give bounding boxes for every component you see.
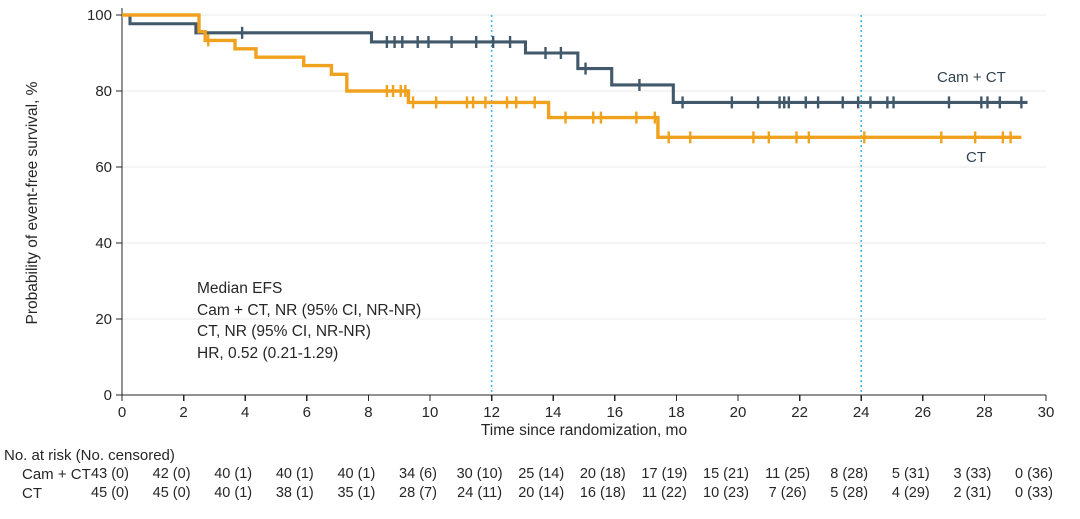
x-tick-label: 12 [483, 404, 500, 421]
reference-lines [490, 15, 863, 397]
risk-cell: 45 (0) [152, 485, 191, 501]
risk-table-header: No. at risk (No. censored) [4, 447, 175, 464]
x-tick-label: 10 [422, 404, 439, 421]
x-tick-label: 2 [179, 404, 187, 421]
x-tick-label: 8 [364, 404, 372, 421]
risk-cell: 35 (1) [337, 485, 376, 501]
x-tick-label: 24 [853, 404, 870, 421]
risk-cell: 25 (14) [518, 466, 565, 482]
series-cam-ct [122, 13, 1028, 109]
risk-cell: 17 (19) [641, 466, 688, 482]
risk-cell: 7 (26) [768, 485, 807, 501]
risk-cell: 15 (21) [703, 466, 749, 482]
risk-row-label-ct: CT [22, 485, 42, 502]
y-tick-label: 100 [87, 7, 112, 24]
x-tick-label: 0 [118, 404, 126, 421]
risk-cell: 43 (0) [91, 466, 129, 482]
risk-cell: 16 (18) [579, 485, 626, 501]
risk-cell: 34 (6) [399, 466, 437, 482]
x-tick-label: 26 [914, 404, 931, 421]
curve-label-cam-ct: Cam + CT [937, 69, 1006, 86]
risk-cell: 20 (18) [579, 466, 626, 482]
x-axis-title: Time since randomization, mo [480, 422, 688, 439]
risk-cell: 5 (28) [830, 485, 869, 501]
curve-label-ct: CT [966, 149, 986, 166]
risk-cell: 0 (36) [1015, 466, 1053, 482]
risk-cell: 0 (33) [1015, 485, 1053, 501]
risk-cell: 30 (10) [456, 466, 503, 482]
km-curve [122, 13, 1028, 104]
km-curve [122, 13, 1022, 140]
risk-cell: 40 (1) [337, 466, 376, 482]
risk-cell: 11 (22) [641, 485, 687, 501]
y-tick-label: 0 [104, 387, 112, 404]
risk-row-label-cam-ct: Cam + CT [22, 466, 91, 483]
annotation-line-ct: CT, NR (95% CI, NR-NR) [197, 323, 371, 340]
risk-cell: 2 (31) [953, 485, 992, 501]
x-tick-label: 28 [976, 404, 993, 421]
y-axis-title: Probability of event-free survival, % [24, 81, 41, 325]
risk-cell: 40 (1) [214, 485, 253, 501]
risk-cell: 4 (29) [891, 485, 930, 501]
x-tick-label: 14 [545, 404, 562, 421]
risk-cell: 45 (0) [91, 485, 129, 501]
x-tick-label: 20 [730, 404, 747, 421]
y-tick-label: 80 [95, 83, 112, 100]
y-tick-label: 20 [95, 311, 112, 328]
annotation-line-camct: Cam + CT, NR (95% CI, NR-NR) [197, 301, 422, 319]
risk-cell: 5 (31) [891, 466, 930, 482]
x-tick-label: 4 [241, 404, 249, 421]
x-tick-label: 16 [606, 404, 623, 421]
risk-cell: 40 (1) [214, 466, 253, 482]
gridlines [122, 14, 1046, 320]
annotation-line-hr: HR, 0.52 (0.21-1.29) [197, 344, 339, 362]
series-ct [122, 13, 1022, 144]
risk-cell: 38 (1) [275, 485, 314, 501]
x-tick-label: 22 [791, 404, 808, 421]
x-tick-label: 6 [303, 404, 311, 421]
risk-cell: 28 (7) [399, 485, 437, 501]
risk-cell: 3 (33) [953, 466, 992, 482]
annotation-line-median: Median EFS [197, 280, 283, 297]
y-tick-label: 60 [95, 159, 112, 176]
x-tick-label: 18 [668, 404, 685, 421]
risk-cell: 40 (1) [275, 466, 314, 482]
risk-cell: 24 (11) [457, 485, 503, 501]
x-tick-label: 30 [1038, 404, 1055, 421]
risk-cell: 10 (23) [703, 485, 749, 501]
risk-cell: 20 (14) [518, 485, 565, 501]
y-tick-label: 40 [95, 235, 112, 252]
risk-cell: 8 (28) [830, 466, 869, 482]
median-efs-annotation: Median EFS Cam + CT, NR (95% CI, NR-NR) … [197, 278, 421, 364]
risk-cell: 42 (0) [152, 466, 191, 482]
risk-cell: 11 (25) [765, 466, 811, 482]
